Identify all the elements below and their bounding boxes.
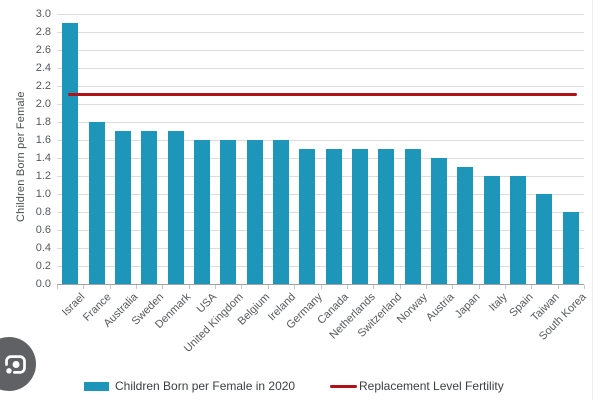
y-tick-label: 2.8 xyxy=(35,25,51,38)
x-axis-tickmark xyxy=(346,284,348,289)
gridline xyxy=(57,85,584,87)
y-tick-label: 2.6 xyxy=(35,43,51,56)
gridline xyxy=(57,229,584,231)
y-tick-label: 1.8 xyxy=(35,115,51,128)
bar-south-korea xyxy=(562,211,579,284)
x-axis-tickmark xyxy=(557,284,559,289)
x-axis-tickmark xyxy=(162,284,164,289)
gridline xyxy=(57,13,584,15)
bar-austria xyxy=(431,157,448,284)
y-tick-label: 0.8 xyxy=(35,205,51,218)
gridline xyxy=(57,103,584,105)
bar-spain xyxy=(510,175,527,284)
x-axis-tickmark xyxy=(531,284,533,289)
y-tick-label: 1.2 xyxy=(35,169,51,182)
gridline xyxy=(57,121,584,123)
bar-belgium xyxy=(246,139,263,284)
legend-label-line: Replacement Level Fertility xyxy=(359,379,504,393)
y-tick-label: 2.0 xyxy=(35,97,51,110)
y-tick-label: 3.0 xyxy=(35,7,51,20)
bar-italy xyxy=(483,175,500,284)
x-axis-tickmark xyxy=(320,284,322,289)
x-axis-tickmark xyxy=(452,284,454,289)
gridline xyxy=(57,67,584,69)
image-edge-divider xyxy=(592,0,593,400)
line-series-swatch xyxy=(330,384,357,388)
gridline xyxy=(57,193,584,195)
x-axis-tickmark xyxy=(294,284,296,289)
bar-israel xyxy=(62,22,79,284)
bar-united-kingdom xyxy=(220,139,237,284)
legend-item-bars: Children Born per Female in 2020 xyxy=(84,378,295,394)
x-axis-tickmark xyxy=(188,284,190,289)
x-axis-tickmark xyxy=(109,284,111,289)
bar-sweden xyxy=(141,130,158,284)
bar-series-swatch xyxy=(84,381,109,391)
x-axis-tickmark xyxy=(584,284,585,289)
x-axis-tickmark xyxy=(57,284,58,289)
bar-france xyxy=(88,121,105,284)
legend-item-line: Replacement Level Fertility xyxy=(330,378,504,394)
x-axis-label: Austria xyxy=(423,291,457,324)
replacement-level-line xyxy=(68,93,577,96)
x-axis-tickmark xyxy=(478,284,480,289)
bar-netherlands xyxy=(352,148,369,284)
x-axis-tickmark xyxy=(136,284,138,289)
gridline xyxy=(57,265,584,267)
gridline xyxy=(57,247,584,249)
x-axis-line xyxy=(57,283,584,285)
x-axis-label: Japan xyxy=(453,291,483,321)
y-tick-label: 0.6 xyxy=(35,223,51,236)
bar-japan xyxy=(457,166,474,284)
x-axis-tickmark xyxy=(373,284,375,289)
bar-norway xyxy=(404,148,421,284)
x-axis-tickmark xyxy=(83,284,85,289)
bar-ireland xyxy=(272,139,289,284)
bar-canada xyxy=(325,148,342,284)
bar-taiwan xyxy=(536,193,553,284)
gridline xyxy=(57,211,584,213)
gridline xyxy=(57,175,584,177)
x-axis-tickmark xyxy=(399,284,401,289)
gridline xyxy=(57,31,584,33)
bar-germany xyxy=(299,148,316,284)
bar-denmark xyxy=(167,130,184,284)
gridline xyxy=(57,157,584,159)
y-tick-label: 1.0 xyxy=(35,187,51,200)
x-axis-tickmark xyxy=(215,284,217,289)
y-tick-label: 2.2 xyxy=(35,79,51,92)
y-tick-label: 2.4 xyxy=(35,61,51,74)
x-axis-tickmark xyxy=(241,284,243,289)
bar-switzerland xyxy=(378,148,395,284)
y-tick-label: 0.2 xyxy=(35,259,51,272)
y-tick-label: 1.4 xyxy=(35,151,51,164)
gridline xyxy=(57,139,584,141)
y-tick-label: 1.6 xyxy=(35,133,51,146)
y-tick-label: 0.4 xyxy=(35,241,51,254)
y-tick-label: 0.0 xyxy=(35,277,51,290)
bar-australia xyxy=(114,130,131,284)
x-axis-tickmark xyxy=(267,284,269,289)
bar-usa xyxy=(193,139,210,284)
chart-legend: Children Born per Female in 2020 Replace… xyxy=(0,374,600,396)
x-axis-tickmark xyxy=(425,284,427,289)
legend-label-bars: Children Born per Female in 2020 xyxy=(115,379,296,393)
gridline xyxy=(57,49,584,51)
x-axis-tickmark xyxy=(504,284,506,289)
